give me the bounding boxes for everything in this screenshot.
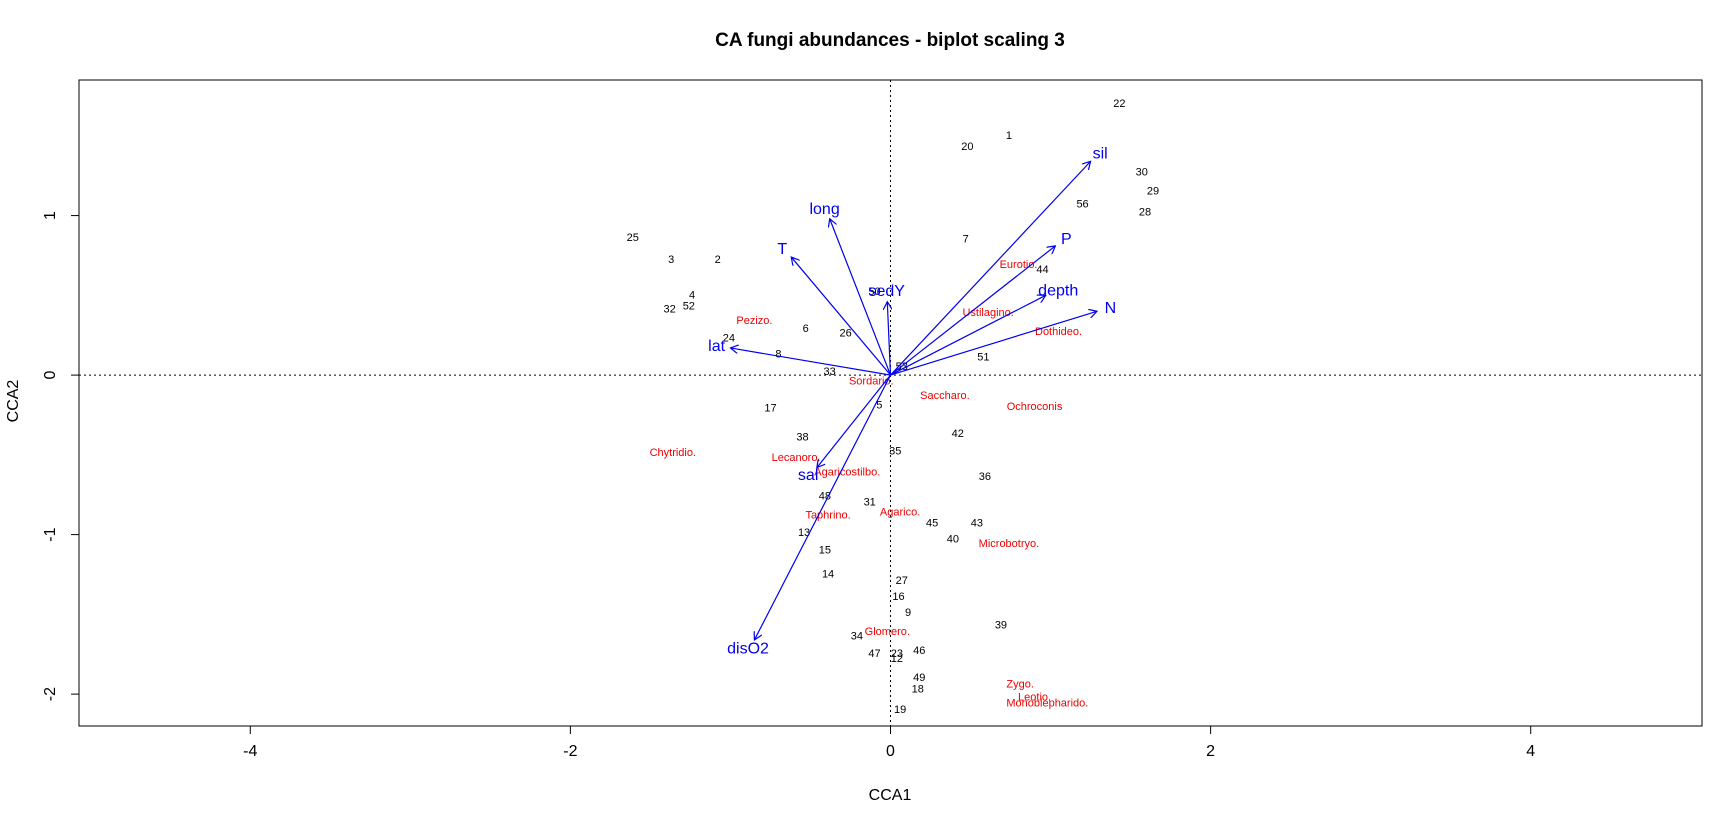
env-arrow-label: long [809, 201, 839, 218]
site-label: 12 [891, 653, 903, 665]
site-label: 17 [764, 403, 776, 415]
species-label: Ustilagino. [962, 307, 1013, 319]
site-label: 36 [979, 471, 991, 483]
species-label: Lecanoro. [772, 452, 821, 464]
env-arrow-label: lat [708, 338, 725, 355]
env-arrow [890, 246, 1056, 376]
site-label: 48 [819, 490, 831, 502]
site-label: 20 [961, 141, 973, 153]
site-label: 42 [952, 428, 964, 440]
env-arrow-label: sedY [868, 283, 905, 300]
site-label: 18 [912, 683, 924, 695]
species-label: Microbotryo. [979, 538, 1040, 550]
species-label: Zygo. [1006, 679, 1034, 691]
site-label: 49 [913, 672, 925, 684]
site-label: 26 [840, 328, 852, 340]
env-arrow [817, 374, 891, 468]
site-label: 52 [683, 300, 695, 312]
site-label: 40 [947, 533, 959, 545]
x-tick-label: 2 [1206, 743, 1215, 760]
species-label: Saccharo. [920, 390, 970, 402]
env-arrow [887, 302, 890, 376]
env-arrow [791, 257, 891, 376]
species-label: Chytridio. [650, 447, 696, 459]
env-arrow [890, 161, 1091, 376]
site-label: 28 [1139, 206, 1151, 218]
site-label: 35 [889, 446, 901, 458]
site-label: 22 [1113, 98, 1125, 110]
env-arrow-label: P [1061, 231, 1072, 248]
site-label: 24 [723, 332, 735, 344]
x-tick-label: 4 [1526, 743, 1535, 760]
site-label: 31 [864, 497, 876, 509]
site-label: 50 [868, 286, 880, 298]
site-label: 47 [868, 648, 880, 660]
env-arrow-label: depth [1038, 282, 1078, 299]
species-label: Ochroconis [1007, 401, 1063, 413]
species-label: Glomero. [865, 626, 910, 638]
site-label: 56 [1076, 198, 1088, 210]
site-label: 15 [819, 545, 831, 557]
site-label: 8 [775, 348, 781, 360]
env-arrow-label: sal [798, 467, 818, 484]
site-label: 7 [963, 234, 969, 246]
site-label: 1 [1006, 130, 1012, 142]
env-arrow [754, 374, 892, 640]
y-tick-label: 0 [42, 371, 59, 380]
site-label: 2 [715, 254, 721, 266]
species-label: Agaricostilbo. [814, 466, 880, 478]
env-arrow-label: N [1105, 300, 1117, 317]
y-tick-label: -2 [42, 687, 59, 701]
x-tick-label: -2 [563, 743, 577, 760]
species-label: Pezizo. [736, 315, 772, 327]
env-arrow [890, 295, 1046, 376]
y-tick-label: -1 [42, 527, 59, 541]
env-arrow-label: sil [1093, 146, 1108, 163]
site-label: 3 [668, 254, 674, 266]
x-tick-label: 0 [886, 743, 895, 760]
env-arrow-label: disO2 [727, 640, 769, 657]
site-label: 33 [824, 366, 836, 378]
site-label: 51 [977, 352, 989, 364]
site-label: 14 [822, 568, 834, 580]
site-label: 9 [905, 607, 911, 619]
y-axis-label: CCA2 [5, 380, 22, 423]
species-label: Leotio. [1018, 691, 1051, 703]
env-arrow-label: T [777, 241, 787, 258]
species-label: Agarico. [880, 506, 920, 518]
site-label: 43 [971, 517, 983, 529]
site-label: 44 [1036, 264, 1048, 276]
x-tick-label: -4 [243, 743, 257, 760]
site-label: 34 [851, 631, 863, 643]
site-label: 25 [627, 232, 639, 244]
env-arrow [730, 348, 891, 376]
env-arrow [890, 311, 1097, 376]
site-label: 19 [894, 704, 906, 716]
site-label: 32 [663, 304, 675, 316]
chart-title: CA fungi abundances - biplot scaling 3 [715, 30, 1065, 51]
site-label: 38 [796, 431, 808, 443]
site-label: 4 [689, 289, 695, 301]
species-label: Taphrino. [805, 509, 850, 521]
site-label: 5 [876, 399, 882, 411]
x-axis-label: CCA1 [869, 787, 912, 804]
env-arrow [830, 219, 892, 376]
site-label: 39 [995, 620, 1007, 632]
site-label: 27 [896, 575, 908, 587]
site-label: 46 [913, 645, 925, 657]
species-label: Dothideo. [1035, 326, 1082, 338]
site-label: 6 [803, 323, 809, 335]
site-label: 29 [1147, 186, 1159, 198]
site-label: 13 [798, 527, 810, 539]
site-label: 23 [891, 648, 903, 660]
site-label: 30 [1136, 167, 1148, 179]
y-tick-label: 1 [42, 211, 59, 220]
species-label: Monoblepharido. [1006, 698, 1088, 710]
site-label: 45 [926, 517, 938, 529]
site-label: 16 [892, 591, 904, 603]
